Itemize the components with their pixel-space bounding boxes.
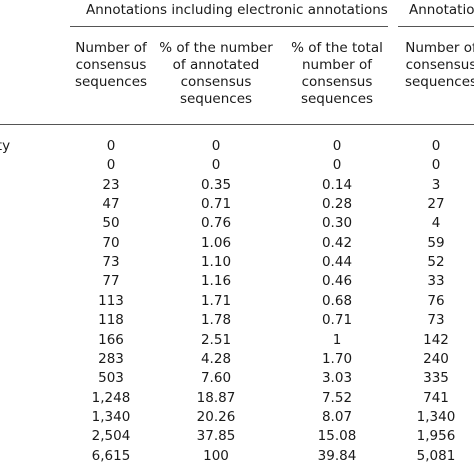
group-header-annotations: Annotatio xyxy=(409,2,474,18)
cell-percent-of-annotated: 1.10 xyxy=(200,254,232,271)
cell-percent-of-annotated: 0.71 xyxy=(200,196,232,213)
cell-number-of-consensus-sequences-2: 4 xyxy=(431,215,441,232)
cell-percent-of-annotated: 1.71 xyxy=(200,292,232,309)
cell-number-of-consensus-sequences: 283 xyxy=(98,350,124,367)
cell-number-of-consensus-sequences-2: 59 xyxy=(427,234,445,251)
cell-number-of-consensus-sequences-2: 0 xyxy=(431,138,441,154)
cell-percent-of-total: 0.42 xyxy=(321,234,353,251)
cell-percent-of-total: 0.28 xyxy=(321,196,353,213)
cell-number-of-consensus-sequences-2: 1,340 xyxy=(416,408,456,425)
cell-number-of-consensus-sequences: 6,615 xyxy=(91,447,131,464)
cell-percent-of-annotated: 7.60 xyxy=(200,370,232,387)
cell-number-of-consensus-sequences: 1,248 xyxy=(91,389,131,406)
cell-number-of-consensus-sequences-2: 52 xyxy=(427,254,445,271)
group-header-rule-electronic xyxy=(70,26,388,27)
cell-percent-of-annotated: 0 xyxy=(211,138,221,154)
cell-number-of-consensus-sequences: 47 xyxy=(102,196,120,213)
cell-number-of-consensus-sequences: 503 xyxy=(98,370,124,387)
cell-number-of-consensus-sequences: 23 xyxy=(102,176,120,193)
cell-percent-of-annotated: 0.35 xyxy=(200,176,232,193)
cell-number-of-consensus-sequences-2: 741 xyxy=(423,389,449,406)
cell-number-of-consensus-sequences-2: 76 xyxy=(427,292,445,309)
cell-number-of-consensus-sequences: 2,504 xyxy=(91,428,131,445)
cell-percent-of-total: 1 xyxy=(332,331,342,348)
cell-percent-of-total: 0.46 xyxy=(321,273,353,290)
cell-percent-of-total: 0.14 xyxy=(321,176,353,193)
cell-number-of-consensus-sequences-2: 33 xyxy=(427,273,445,290)
cell-percent-of-total: 1.70 xyxy=(321,350,353,367)
cell-percent-of-annotated: 20.26 xyxy=(196,408,236,425)
cell-percent-of-total: 0 xyxy=(332,157,342,174)
group-header-electronic-annotations: Annotations including electronic annotat… xyxy=(86,2,388,18)
cell-number-of-consensus-sequences: 50 xyxy=(102,215,120,232)
cell-number-of-consensus-sequences: 70 xyxy=(102,234,120,251)
header-bottom-rule xyxy=(0,124,474,125)
column-header-number-of-consensus-sequences-2: Number of consensus sequences xyxy=(404,40,474,90)
cell-percent-of-annotated: 0.76 xyxy=(200,215,232,232)
cell-percent-of-annotated: 1.78 xyxy=(200,312,232,329)
cell-percent-of-total: 39.84 xyxy=(317,447,357,464)
cell-percent-of-total: 0 xyxy=(332,138,342,154)
cell-number-of-consensus-sequences-2: 27 xyxy=(427,196,445,213)
cell-number-of-consensus-sequences: 113 xyxy=(98,292,124,309)
cell-percent-of-total: 0.68 xyxy=(321,292,353,309)
cell-percent-of-annotated: 4.28 xyxy=(200,350,232,367)
cell-percent-of-annotated: 18.87 xyxy=(196,389,236,406)
cell-percent-of-total: 8.07 xyxy=(321,408,353,425)
cell-number-of-consensus-sequences: 166 xyxy=(98,331,124,348)
cell-number-of-consensus-sequences-2: 5,081 xyxy=(416,447,456,464)
cell-number-of-consensus-sequences: 0 xyxy=(106,157,116,174)
row-label: tivity xyxy=(0,138,11,154)
cell-percent-of-total: 15.08 xyxy=(317,428,357,445)
cell-number-of-consensus-sequences-2: 3 xyxy=(431,176,441,193)
cell-number-of-consensus-sequences-2: 1,956 xyxy=(416,428,456,445)
cell-percent-of-annotated: 100 xyxy=(203,447,229,464)
column-header-percent-of-annotated: % of the number of annotated consensus s… xyxy=(159,40,273,107)
cell-number-of-consensus-sequences-2: 73 xyxy=(427,312,445,329)
cell-percent-of-total: 7.52 xyxy=(321,389,353,406)
cell-percent-of-total: 0.71 xyxy=(321,312,353,329)
cell-percent-of-annotated: 2.51 xyxy=(200,331,232,348)
cell-number-of-consensus-sequences: 118 xyxy=(98,312,124,329)
cell-number-of-consensus-sequences-2: 240 xyxy=(423,350,449,367)
cell-percent-of-annotated: 37.85 xyxy=(196,428,236,445)
column-header-number-of-consensus-sequences: Number of consensus sequences xyxy=(74,40,148,90)
cell-number-of-consensus-sequences-2: 0 xyxy=(431,157,441,174)
cell-percent-of-total: 0.44 xyxy=(321,254,353,271)
cell-number-of-consensus-sequences: 1,340 xyxy=(91,408,131,425)
cell-number-of-consensus-sequences-2: 335 xyxy=(423,370,449,387)
group-header-rule-other xyxy=(398,26,474,27)
cell-number-of-consensus-sequences-2: 142 xyxy=(423,331,449,348)
cell-number-of-consensus-sequences: 77 xyxy=(102,273,120,290)
cell-percent-of-annotated: 1.06 xyxy=(200,234,232,251)
cell-number-of-consensus-sequences: 0 xyxy=(106,138,116,154)
cell-number-of-consensus-sequences: 73 xyxy=(102,254,120,271)
cell-percent-of-total: 0.30 xyxy=(321,215,353,232)
column-header-percent-of-total: % of the total number of consensus seque… xyxy=(291,40,383,107)
cell-percent-of-annotated: 0 xyxy=(211,157,221,174)
cell-percent-of-total: 3.03 xyxy=(321,370,353,387)
cell-percent-of-annotated: 1.16 xyxy=(200,273,232,290)
